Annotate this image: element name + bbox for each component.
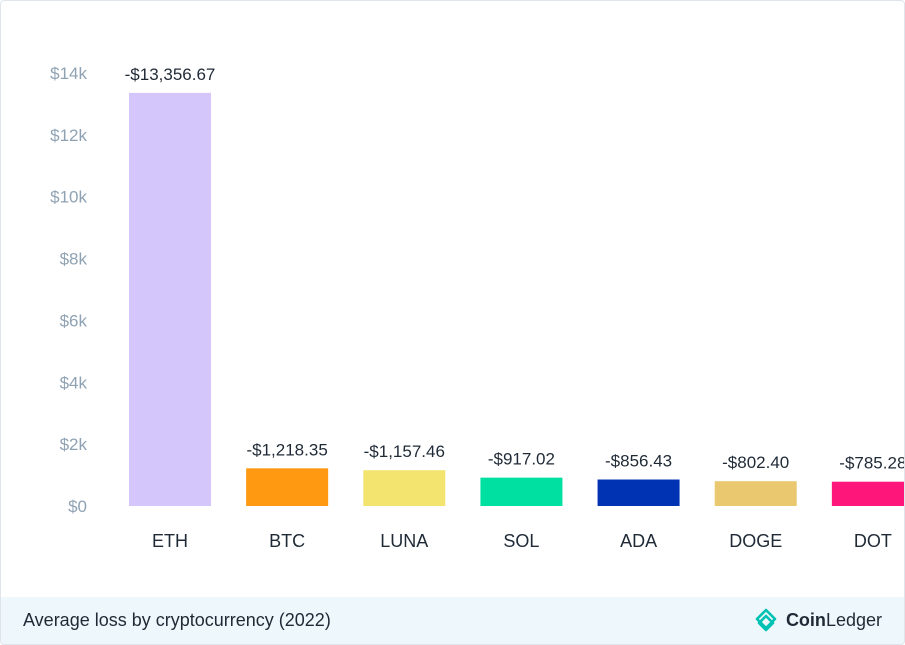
- data-label-dot: -$785.28: [839, 454, 904, 473]
- bar-sol[interactable]: [480, 477, 563, 506]
- x-tick-label: DOT: [854, 531, 892, 551]
- brand-logo: CoinLedger: [754, 608, 882, 634]
- x-tick-label: ETH: [152, 531, 188, 551]
- bar-dot[interactable]: [831, 481, 904, 506]
- bar-luna[interactable]: [363, 470, 446, 506]
- x-tick-label: DOGE: [729, 531, 782, 551]
- x-tick-label: LUNA: [380, 531, 428, 551]
- bar-eth[interactable]: [129, 92, 211, 506]
- data-label-btc: -$1,218.35: [246, 440, 327, 459]
- y-tick-label: $12k: [50, 126, 87, 145]
- data-label-luna: -$1,157.46: [364, 442, 445, 461]
- x-tick-label: SOL: [503, 531, 539, 551]
- chart-caption: Average loss by cryptocurrency (2022): [23, 610, 331, 630]
- y-tick-label: $14k: [50, 64, 87, 83]
- bar-ada[interactable]: [597, 479, 680, 506]
- bar-chart: $0 $2k $4k $6k $8k $10k $12k $14k -$13,356.67 ETH…: [50, 64, 904, 551]
- x-tick-label: ADA: [620, 531, 657, 551]
- y-tick-label: $4k: [60, 373, 88, 392]
- y-tick-label: $8k: [60, 250, 88, 269]
- data-label-sol: -$917.02: [488, 450, 555, 469]
- y-tick-label: $10k: [50, 188, 87, 207]
- bar-btc[interactable]: [246, 468, 329, 506]
- y-tick-label: $0: [68, 497, 87, 516]
- y-tick-label: $6k: [60, 311, 88, 330]
- chart-footer: Average loss by cryptocurrency (2022) Co…: [1, 597, 904, 644]
- data-label-doge: -$802.40: [722, 453, 789, 472]
- data-label-ada: -$856.43: [605, 452, 672, 471]
- coinledger-logo-icon: [755, 608, 777, 631]
- y-tick-label: $2k: [60, 435, 88, 454]
- bar-doge[interactable]: [714, 481, 797, 506]
- x-tick-label: BTC: [269, 531, 305, 551]
- brand-name: CoinLedger: [785, 610, 882, 630]
- data-label-eth: -$13,356.67: [125, 65, 216, 84]
